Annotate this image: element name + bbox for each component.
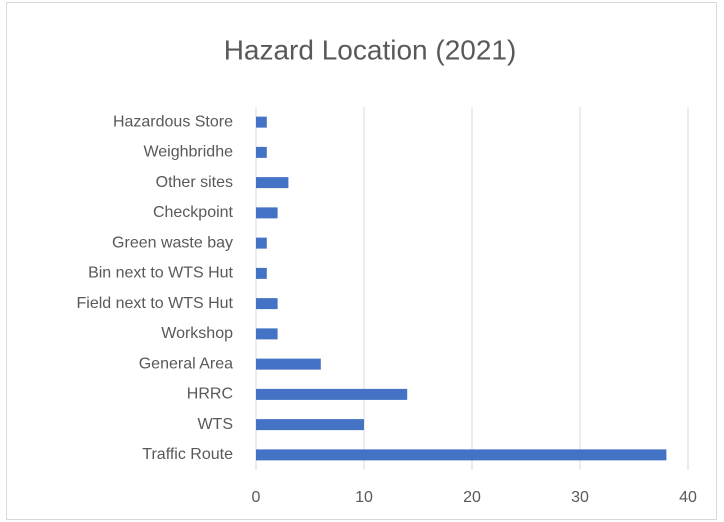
y-tick-label: Green waste bay [112, 234, 233, 251]
bar [256, 116, 267, 128]
y-tick-label: Workshop [161, 325, 233, 342]
y-tick-label: Weighbridhe [143, 144, 233, 161]
bar [256, 146, 267, 158]
y-tick-label: HRRC [187, 386, 233, 403]
bar [256, 237, 267, 249]
y-tick-label: Hazardous Store [113, 113, 233, 130]
x-tick-label: 20 [463, 489, 481, 506]
y-tick-label: Bin next to WTS Hut [88, 265, 233, 282]
x-tick-label: 40 [679, 489, 697, 506]
chart-frame [6, 2, 717, 520]
x-tick-label: 30 [571, 489, 589, 506]
y-tick-label: Field next to WTS Hut [77, 295, 234, 312]
y-tick-label: General Area [139, 355, 233, 372]
y-tick-label: Checkpoint [153, 204, 234, 221]
x-tick-label: 0 [252, 489, 261, 506]
y-tick-label: Traffic Route [142, 446, 233, 463]
x-tick-label: 10 [355, 489, 373, 506]
chart-title: Hazard Location (2021) [224, 34, 517, 65]
bar [256, 328, 278, 340]
bar [256, 207, 278, 219]
bar [256, 358, 321, 370]
bar [256, 419, 364, 431]
bar [256, 177, 289, 189]
bar [256, 267, 267, 279]
bar [256, 388, 408, 400]
bar [256, 449, 667, 461]
y-tick-label: Other sites [156, 174, 233, 191]
bar [256, 298, 278, 310]
y-tick-label: WTS [197, 416, 233, 433]
